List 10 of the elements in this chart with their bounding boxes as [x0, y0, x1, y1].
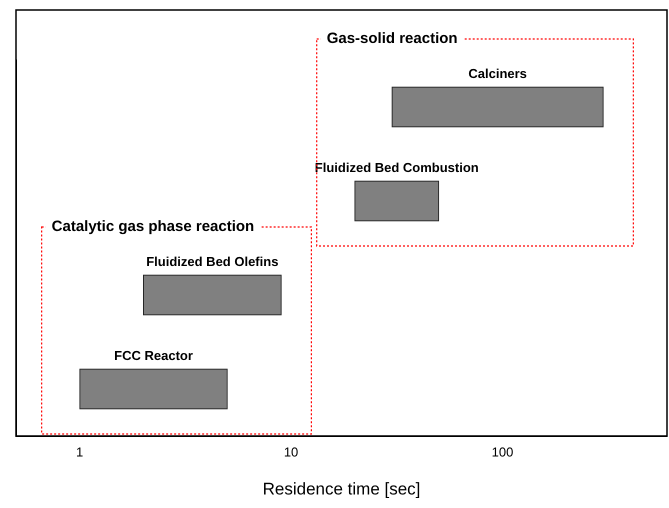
annotation: Gas-solid reaction	[326, 30, 458, 48]
x-tick-label: 1	[76, 444, 84, 460]
x-tick-label: 100	[492, 444, 514, 460]
y-tick-label: Fluidized Bed Olefins	[146, 254, 278, 270]
y-tick-label: Fluidized Bed Combustion	[314, 160, 479, 176]
annotation: Catalytic gas phase reaction	[52, 218, 254, 236]
y-tick-label: FCC Reactor	[114, 348, 193, 364]
y-tick-label: Calciners	[468, 66, 527, 82]
x-tick-label: 10	[284, 444, 298, 460]
x-axis-title: Residence time [sec]	[262, 479, 420, 498]
